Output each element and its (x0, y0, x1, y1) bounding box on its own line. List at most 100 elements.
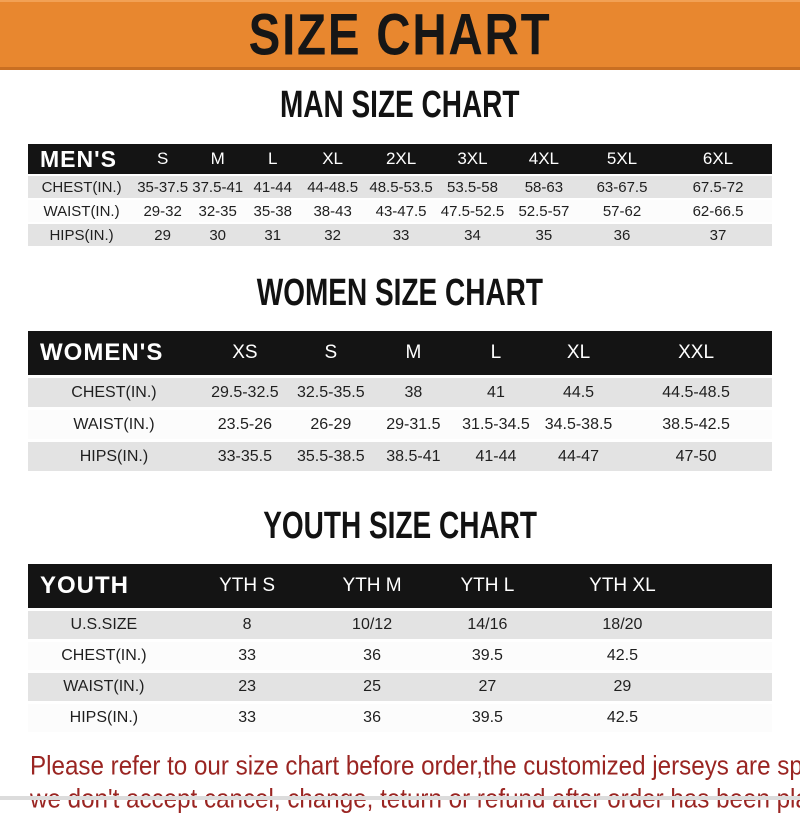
table-row: HIPS(IN.) 33 36 39.5 42.5 (28, 704, 772, 732)
bottom-edge-strip (0, 796, 800, 800)
measure-value-cell: 44-47 (536, 442, 621, 471)
women-section-title: WOMEN SIZE CHART (256, 271, 544, 314)
policy-line-1: Please refer to our size chart before or… (30, 749, 800, 781)
measure-value-cell: 33 (179, 642, 315, 670)
measure-value-cell: 14/16 (429, 611, 546, 639)
measure-label-cell: WAIST(IN.) (28, 673, 180, 701)
measure-value-cell: 29 (545, 673, 700, 701)
measure-value-cell: 39.5 (429, 704, 546, 732)
measure-value-cell: 48.5-53.5 (364, 176, 438, 198)
measure-value-cell: 39.5 (429, 642, 546, 670)
measure-value-cell: 29-32 (135, 200, 191, 222)
measure-value-cell: 41-44 (455, 442, 537, 471)
size-header-cell: XXL (620, 331, 772, 375)
measure-value-cell: 34.5-38.5 (536, 410, 621, 439)
table-row: CHEST(IN.) 29.5-32.5 32.5-35.5 38 41 44.5 44.5… (28, 378, 772, 407)
measure-value-cell: 33-35.5 (199, 442, 290, 471)
measure-value-cell: 47-50 (620, 442, 772, 471)
size-header-cell: L (455, 331, 537, 375)
size-header-cell: M (190, 144, 246, 174)
measure-value-cell: 29-31.5 (371, 410, 456, 439)
measure-label-cell: CHEST(IN.) (28, 642, 180, 670)
measure-value-cell: 26-29 (289, 410, 372, 439)
measure-value-cell: 18/20 (545, 611, 700, 639)
table-row: HIPS(IN.) 29 30 31 32 33 34 35 36 37 (28, 224, 772, 246)
size-header-cell: YTH M (314, 564, 430, 608)
measure-value-cell: 35-37.5 (135, 176, 191, 198)
measure-value-cell: 38-43 (300, 200, 365, 222)
measure-value-cell: 36 (314, 642, 430, 670)
size-header-cell: XS (199, 331, 290, 375)
size-header-cell: XL (300, 144, 365, 174)
measure-value-cell: 58-63 (507, 176, 580, 198)
measure-value-cell: 29 (135, 224, 191, 246)
measure-value-cell: 38.5-42.5 (620, 410, 772, 439)
youth-section-title: YOUTH SIZE CHART (263, 504, 537, 547)
measure-label-cell: HIPS(IN.) (28, 442, 200, 471)
measure-label-cell: CHEST(IN.) (28, 176, 136, 198)
size-header-cell: 4XL (507, 144, 580, 174)
size-header-cell: S (135, 144, 191, 174)
measure-label-cell: U.S.SIZE (28, 611, 180, 639)
measure-value-cell: 29.5-32.5 (199, 378, 290, 407)
table-header-row: WOMEN'S XS S M L XL XXL (28, 331, 772, 375)
measure-label-cell: WAIST(IN.) (28, 200, 136, 222)
measure-value-cell: 41 (455, 378, 537, 407)
size-header-cell: 6XL (664, 144, 772, 174)
measure-value-cell: 67.5-72 (664, 176, 772, 198)
measure-label-cell: HIPS(IN.) (28, 224, 136, 246)
measure-value-cell: 41-44 (245, 176, 301, 198)
group-label-cell: YOUTH (28, 564, 180, 608)
measure-value-cell: 25 (314, 673, 430, 701)
size-header-cell: XL (536, 331, 621, 375)
measure-value-cell: 36 (314, 704, 430, 732)
table-row: HIPS(IN.) 33-35.5 35.5-38.5 38.5-41 41-44 44-… (28, 442, 772, 471)
women-size-table: WOMEN'S XS S M L XL XXL CHEST(IN.) 29.5-32.5 32.5… (28, 328, 772, 474)
measure-value-cell: 44.5 (536, 378, 621, 407)
measure-label-cell: CHEST(IN.) (28, 378, 200, 407)
measure-value-cell: 35-38 (245, 200, 301, 222)
size-header-cell: 3XL (437, 144, 508, 174)
table-row: U.S.SIZE 8 10/12 14/16 18/20 (28, 611, 772, 639)
measure-value-cell: 44-48.5 (300, 176, 365, 198)
group-label-cell: WOMEN'S (28, 331, 200, 375)
banner-title: SIZE CHART (248, 2, 552, 67)
measure-value-cell (699, 642, 772, 670)
size-header-cell: YTH L (429, 564, 546, 608)
men-size-table: MEN'S S M L XL 2XL 3XL 4XL 5XL 6XL CHEST(IN.) 35-37… (28, 142, 772, 248)
measure-value-cell (699, 704, 772, 732)
table-header-row: YOUTH YTH S YTH M YTH L YTH XL (28, 564, 772, 608)
size-header-cell: S (289, 331, 372, 375)
order-policy-note: Please refer to our size chart before or… (30, 749, 800, 815)
measure-value-cell: 37 (664, 224, 772, 246)
measure-value-cell: 62-66.5 (664, 200, 772, 222)
measure-value-cell: 43-47.5 (364, 200, 438, 222)
measure-value-cell: 23 (179, 673, 315, 701)
measure-value-cell: 31.5-34.5 (455, 410, 537, 439)
measure-value-cell: 10/12 (314, 611, 430, 639)
measure-value-cell: 35.5-38.5 (289, 442, 372, 471)
table-header-row: MEN'S S M L XL 2XL 3XL 4XL 5XL 6XL (28, 144, 772, 174)
measure-value-cell: 37.5-41 (190, 176, 246, 198)
measure-value-cell: 53.5-58 (437, 176, 508, 198)
size-header-cell: YTH XL (545, 564, 700, 608)
size-header-cell: 5XL (579, 144, 665, 174)
table-row: CHEST(IN.) 33 36 39.5 42.5 (28, 642, 772, 670)
measure-value-cell: 34 (437, 224, 508, 246)
group-label-cell: MEN'S (28, 144, 136, 174)
table-row: WAIST(IN.) 23.5-26 26-29 29-31.5 31.5-34.5 34… (28, 410, 772, 439)
size-header-cell: 2XL (364, 144, 438, 174)
measure-value-cell: 47.5-52.5 (437, 200, 508, 222)
measure-value-cell: 63-67.5 (579, 176, 665, 198)
man-section-title: MAN SIZE CHART (280, 83, 520, 126)
measure-value-cell: 32-35 (190, 200, 246, 222)
measure-value-cell (699, 611, 772, 639)
measure-value-cell: 35 (507, 224, 580, 246)
size-header-cell (699, 564, 772, 608)
measure-value-cell: 30 (190, 224, 246, 246)
measure-value-cell: 33 (364, 224, 438, 246)
measure-value-cell: 52.5-57 (507, 200, 580, 222)
measure-value-cell: 44.5-48.5 (620, 378, 772, 407)
measure-value-cell (699, 673, 772, 701)
measure-value-cell: 23.5-26 (199, 410, 290, 439)
